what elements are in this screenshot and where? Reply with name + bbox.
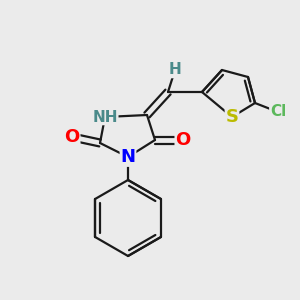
Text: O: O [64, 128, 80, 146]
Text: Cl: Cl [270, 104, 286, 119]
Text: H: H [169, 62, 182, 77]
Text: S: S [226, 108, 238, 126]
Text: NH: NH [92, 110, 118, 124]
Text: O: O [176, 131, 190, 149]
Text: N: N [121, 148, 136, 166]
